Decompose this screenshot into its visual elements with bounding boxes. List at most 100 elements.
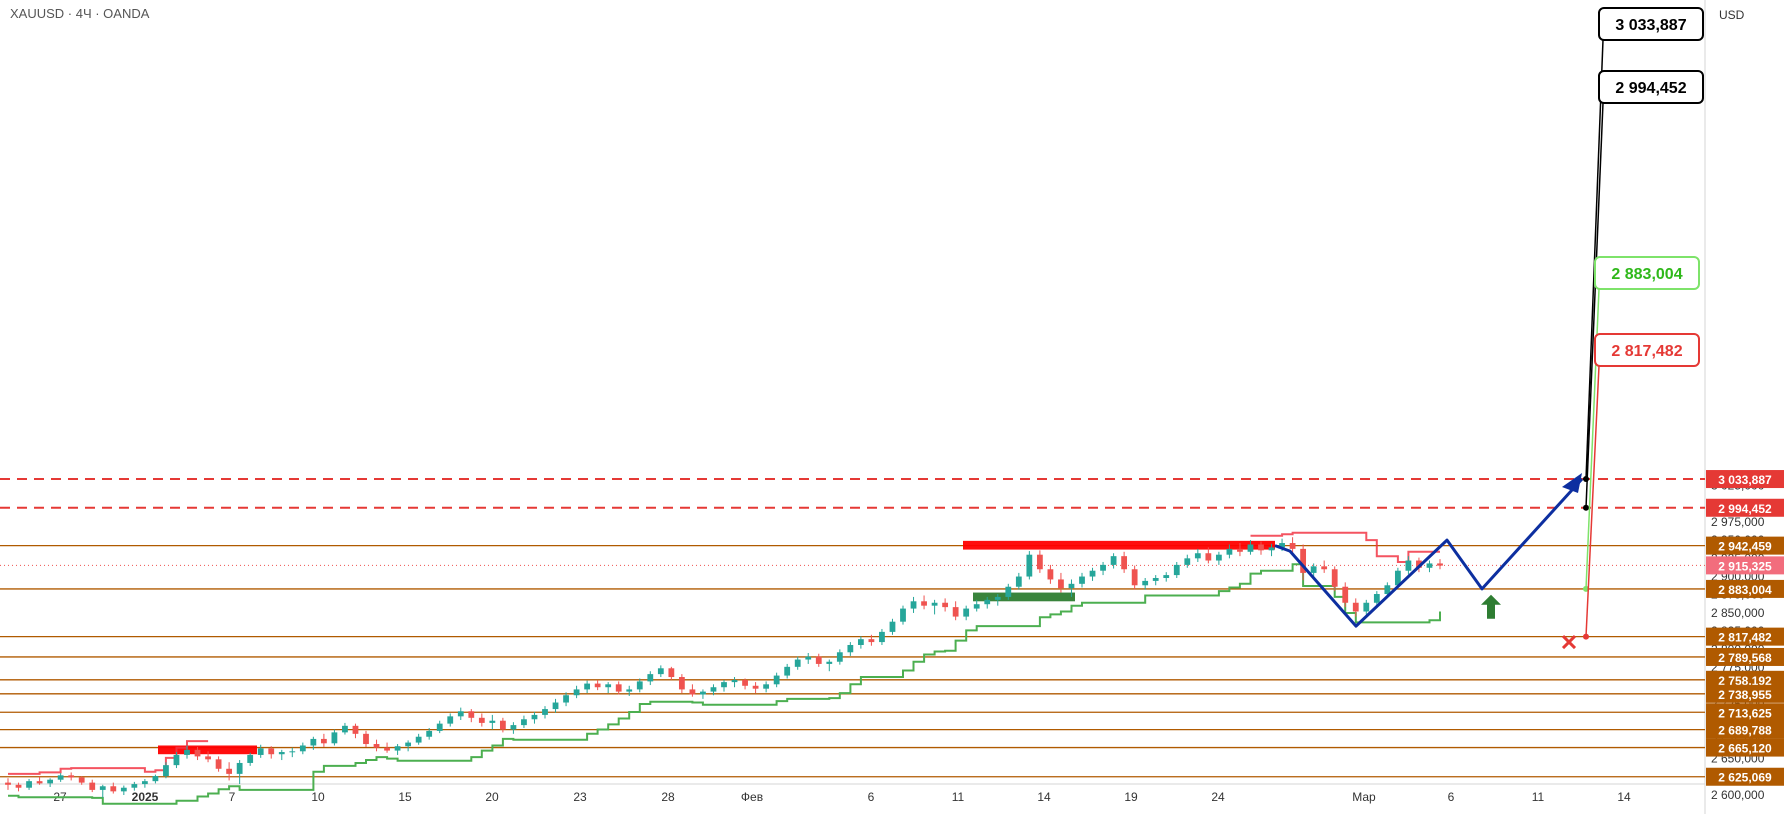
candle-body[interactable]	[1437, 563, 1443, 566]
candle-body[interactable]	[5, 782, 11, 785]
candle-body[interactable]	[521, 719, 527, 726]
candle-body[interactable]	[678, 677, 685, 690]
candle-body[interactable]	[289, 751, 296, 753]
candle-body[interactable]	[805, 656, 812, 660]
candle-body[interactable]	[1310, 566, 1317, 573]
candle-body[interactable]	[647, 674, 654, 682]
candle-body[interactable]	[384, 747, 390, 751]
candle-body[interactable]	[57, 775, 64, 780]
candle-body[interactable]	[784, 666, 791, 676]
candle-body[interactable]	[1352, 602, 1359, 612]
candle-body[interactable]	[615, 684, 622, 692]
candle-body[interactable]	[1416, 560, 1422, 568]
candle-body[interactable]	[552, 702, 559, 710]
candle-body[interactable]	[721, 682, 727, 688]
candle-body[interactable]	[889, 621, 896, 632]
candle-body[interactable]	[1026, 554, 1033, 577]
candle-body[interactable]	[173, 754, 180, 766]
candle-body[interactable]	[26, 781, 32, 788]
candle-body[interactable]	[1131, 569, 1138, 586]
candle-body[interactable]	[1384, 585, 1391, 595]
candle-body[interactable]	[1121, 556, 1128, 570]
candle-body[interactable]	[47, 779, 54, 784]
candle-body[interactable]	[1215, 554, 1222, 561]
candle-body[interactable]	[110, 786, 117, 792]
candle-body[interactable]	[584, 683, 591, 690]
candle-body[interactable]	[542, 709, 548, 715]
candle-body[interactable]	[605, 684, 612, 688]
candle-body[interactable]	[594, 683, 601, 688]
candle-body[interactable]	[194, 749, 201, 757]
candle-body[interactable]	[1015, 576, 1022, 587]
candle-body[interactable]	[352, 725, 359, 734]
candle-body[interactable]	[731, 679, 738, 683]
candle-body[interactable]	[394, 746, 401, 751]
candle-body[interactable]	[468, 711, 475, 718]
candle-body[interactable]	[984, 599, 991, 605]
candle-body[interactable]	[1005, 586, 1012, 597]
candle-body[interactable]	[299, 745, 306, 752]
candle-body[interactable]	[626, 689, 633, 692]
candle-body[interactable]	[99, 786, 106, 790]
candle-body[interactable]	[247, 754, 254, 763]
candle-body[interactable]	[700, 691, 706, 695]
candle-body[interactable]	[1152, 577, 1159, 581]
candle-body[interactable]	[900, 608, 906, 622]
candle-body[interactable]	[1300, 548, 1307, 573]
candle-body[interactable]	[131, 784, 138, 788]
candle-body[interactable]	[1184, 558, 1191, 565]
candle-body[interactable]	[1405, 560, 1412, 571]
candle-body[interactable]	[426, 730, 433, 737]
candle-body[interactable]	[152, 776, 159, 782]
candle-body[interactable]	[1342, 586, 1349, 603]
candle-body[interactable]	[1426, 563, 1433, 568]
candle-body[interactable]	[215, 759, 222, 769]
candle-body[interactable]	[1237, 548, 1243, 552]
candle-body[interactable]	[278, 752, 285, 755]
candle-body[interactable]	[331, 732, 338, 744]
candle-body[interactable]	[447, 716, 454, 724]
candle-body[interactable]	[120, 787, 127, 792]
candle-body[interactable]	[1394, 570, 1401, 586]
candle-body[interactable]	[68, 775, 75, 778]
candle-body[interactable]	[1268, 547, 1275, 551]
candle-body[interactable]	[1089, 570, 1096, 577]
candle-body[interactable]	[742, 679, 748, 686]
candle-body[interactable]	[415, 736, 422, 743]
candle-body[interactable]	[1068, 583, 1075, 589]
candle-body[interactable]	[921, 601, 927, 606]
candle-body[interactable]	[1373, 594, 1380, 603]
candle-body[interactable]	[1279, 543, 1285, 548]
candle-body[interactable]	[1321, 566, 1328, 570]
candle-body[interactable]	[1047, 569, 1054, 580]
candle-body[interactable]	[1079, 576, 1085, 584]
candle-body[interactable]	[1058, 579, 1064, 589]
candle-body[interactable]	[815, 656, 822, 664]
candle-body[interactable]	[499, 720, 506, 730]
candle-body[interactable]	[268, 748, 275, 755]
candle-body[interactable]	[973, 604, 980, 609]
candle-body[interactable]	[510, 725, 517, 730]
candle-body[interactable]	[405, 742, 412, 747]
candle-body[interactable]	[531, 714, 538, 720]
candle-body[interactable]	[752, 685, 759, 689]
candle-body[interactable]	[78, 777, 85, 783]
candle-body[interactable]	[910, 601, 917, 609]
candle-body[interactable]	[89, 782, 96, 790]
candle-body[interactable]	[1100, 564, 1106, 571]
candle-body[interactable]	[1331, 569, 1338, 587]
candle-body[interactable]	[1110, 556, 1117, 565]
candle-body[interactable]	[363, 733, 369, 745]
candle-body[interactable]	[1163, 575, 1170, 578]
candle-body[interactable]	[205, 756, 211, 760]
candle-body[interactable]	[847, 644, 854, 653]
candle-body[interactable]	[1226, 548, 1233, 555]
candle-body[interactable]	[320, 738, 327, 744]
candle-body[interactable]	[826, 661, 833, 664]
candle-body[interactable]	[994, 596, 1001, 600]
candle-body[interactable]	[478, 717, 485, 723]
candle-body[interactable]	[36, 781, 43, 784]
candle-body[interactable]	[636, 681, 643, 690]
